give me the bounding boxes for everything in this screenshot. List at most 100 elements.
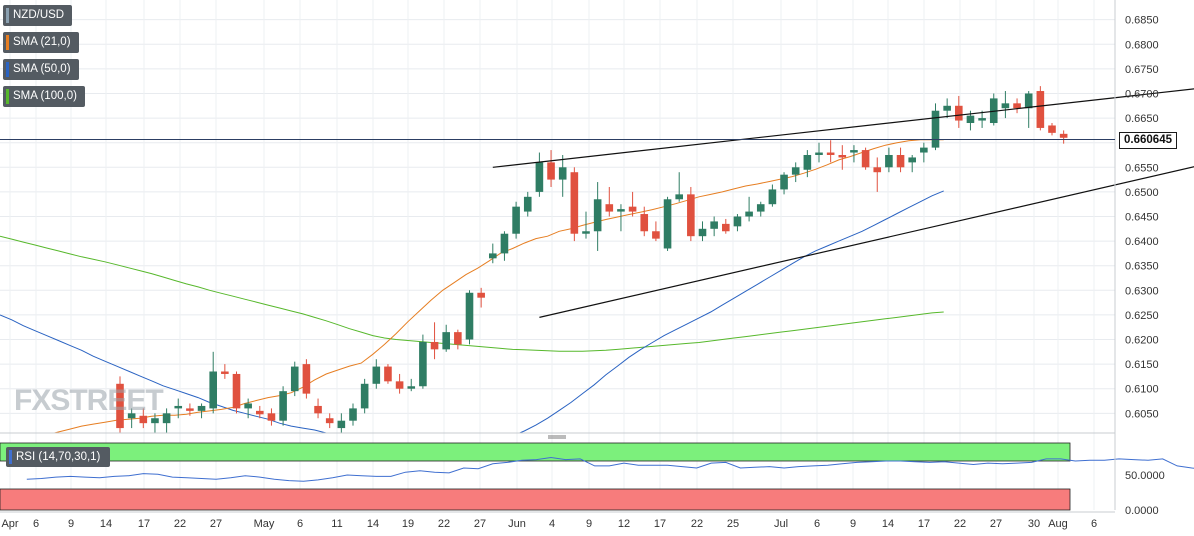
candle-body [139, 415, 148, 424]
y-tick-label: 0.6400 [1125, 236, 1159, 248]
candle-body [395, 381, 404, 389]
candle-body [1036, 91, 1045, 128]
candle [628, 191, 637, 217]
x-tick-label: 12 [618, 518, 630, 530]
candle-body [605, 204, 614, 212]
x-tick-label: May [254, 518, 275, 530]
candle [652, 221, 660, 242]
candle [430, 322, 439, 360]
candle [442, 324, 450, 352]
candle-body [780, 174, 788, 190]
legend-pair[interactable]: NZD/USD [3, 5, 73, 26]
candle-body [127, 413, 136, 419]
candle [931, 103, 940, 151]
candle [663, 196, 672, 251]
x-tick-label: Jul [774, 518, 788, 530]
candle-body [710, 221, 718, 229]
candle-body [232, 373, 241, 409]
candle-body [687, 194, 695, 237]
candle [920, 142, 928, 163]
candle-body [617, 209, 625, 212]
y-tick-label: 0.6750 [1125, 64, 1159, 76]
y-tick-label: 0.6700 [1125, 88, 1159, 100]
x-tick-label: 25 [727, 518, 739, 530]
rsi-tick-label: 0.0000 [1125, 505, 1159, 517]
candle-body [803, 154, 812, 170]
x-tick-label: 11 [331, 518, 342, 530]
x-tick-label: 17 [138, 518, 150, 530]
candle [733, 214, 742, 232]
y-tick-label: 0.6350 [1125, 261, 1159, 273]
candle [756, 201, 765, 217]
candle-body [733, 216, 742, 227]
candle [582, 211, 590, 239]
sma-100-swatch-icon [6, 89, 9, 104]
candle-body [174, 405, 183, 409]
legend-sma-21[interactable]: SMA (21,0) [3, 32, 79, 53]
candle-body [652, 231, 660, 239]
candle-body [512, 206, 520, 234]
legend-rsi[interactable]: RSI (14,70,30,1) [6, 447, 111, 467]
y-tick-label: 0.6150 [1125, 359, 1159, 371]
candle [791, 162, 800, 183]
candle-body [500, 233, 509, 254]
candle-body [745, 211, 753, 217]
candle [465, 290, 474, 345]
x-tick-label: 27 [210, 518, 222, 530]
candle [955, 95, 963, 128]
candle [477, 287, 485, 308]
candle-body [698, 228, 707, 237]
axes: 0.68500.68000.67500.67000.66500.66000.65… [0, 0, 1165, 530]
x-tick-label: 9 [850, 518, 856, 530]
candle-body [523, 196, 532, 212]
candle-body [279, 391, 287, 421]
candle [372, 359, 381, 389]
candle [640, 206, 649, 237]
candle-body [955, 105, 963, 121]
candle [256, 405, 264, 419]
y-tick-label: 0.6250 [1125, 310, 1159, 322]
candle-body [372, 366, 381, 384]
legend-sma-21-label: SMA (21,0) [13, 36, 71, 48]
candle-body [675, 194, 683, 200]
y-tick-label: 0.6550 [1125, 162, 1159, 174]
candle [675, 172, 683, 202]
trendline-upper [492, 88, 1194, 168]
candle [232, 371, 241, 414]
x-tick-label: 17 [918, 518, 930, 530]
legend-sma-100[interactable]: SMA (100,0) [3, 86, 85, 107]
candle-body [267, 413, 276, 421]
candle-body [419, 341, 427, 387]
y-tick-label: 0.6650 [1125, 113, 1159, 125]
legend-sma-50[interactable]: SMA (50,0) [3, 59, 79, 80]
candle [838, 145, 847, 170]
candle-body [582, 231, 590, 234]
candle [558, 154, 567, 197]
candle [617, 204, 625, 232]
candle [978, 110, 986, 128]
candle-body [407, 386, 416, 389]
candle [419, 334, 427, 389]
candle-body [1013, 103, 1021, 109]
x-tick-label: 6 [297, 518, 303, 530]
candle-body [628, 206, 637, 212]
candle [768, 184, 777, 207]
candle-body [873, 167, 882, 173]
candle-body [256, 410, 264, 415]
candle-body [640, 214, 649, 232]
candle-body [302, 364, 311, 394]
candle-body [535, 162, 544, 192]
candle [873, 157, 882, 192]
candle [186, 403, 194, 416]
candle [360, 378, 369, 414]
rsi-tick-label: 50.0000 [1125, 470, 1165, 482]
candle [512, 201, 520, 239]
candle-body [221, 371, 229, 374]
candle [826, 140, 835, 163]
candle [896, 147, 905, 173]
x-tick-label: 6 [33, 518, 39, 530]
x-tick-label: 4 [549, 518, 555, 530]
candle [687, 186, 695, 242]
candle-body [465, 292, 474, 340]
rsi-overbought-zone [0, 442, 1071, 462]
